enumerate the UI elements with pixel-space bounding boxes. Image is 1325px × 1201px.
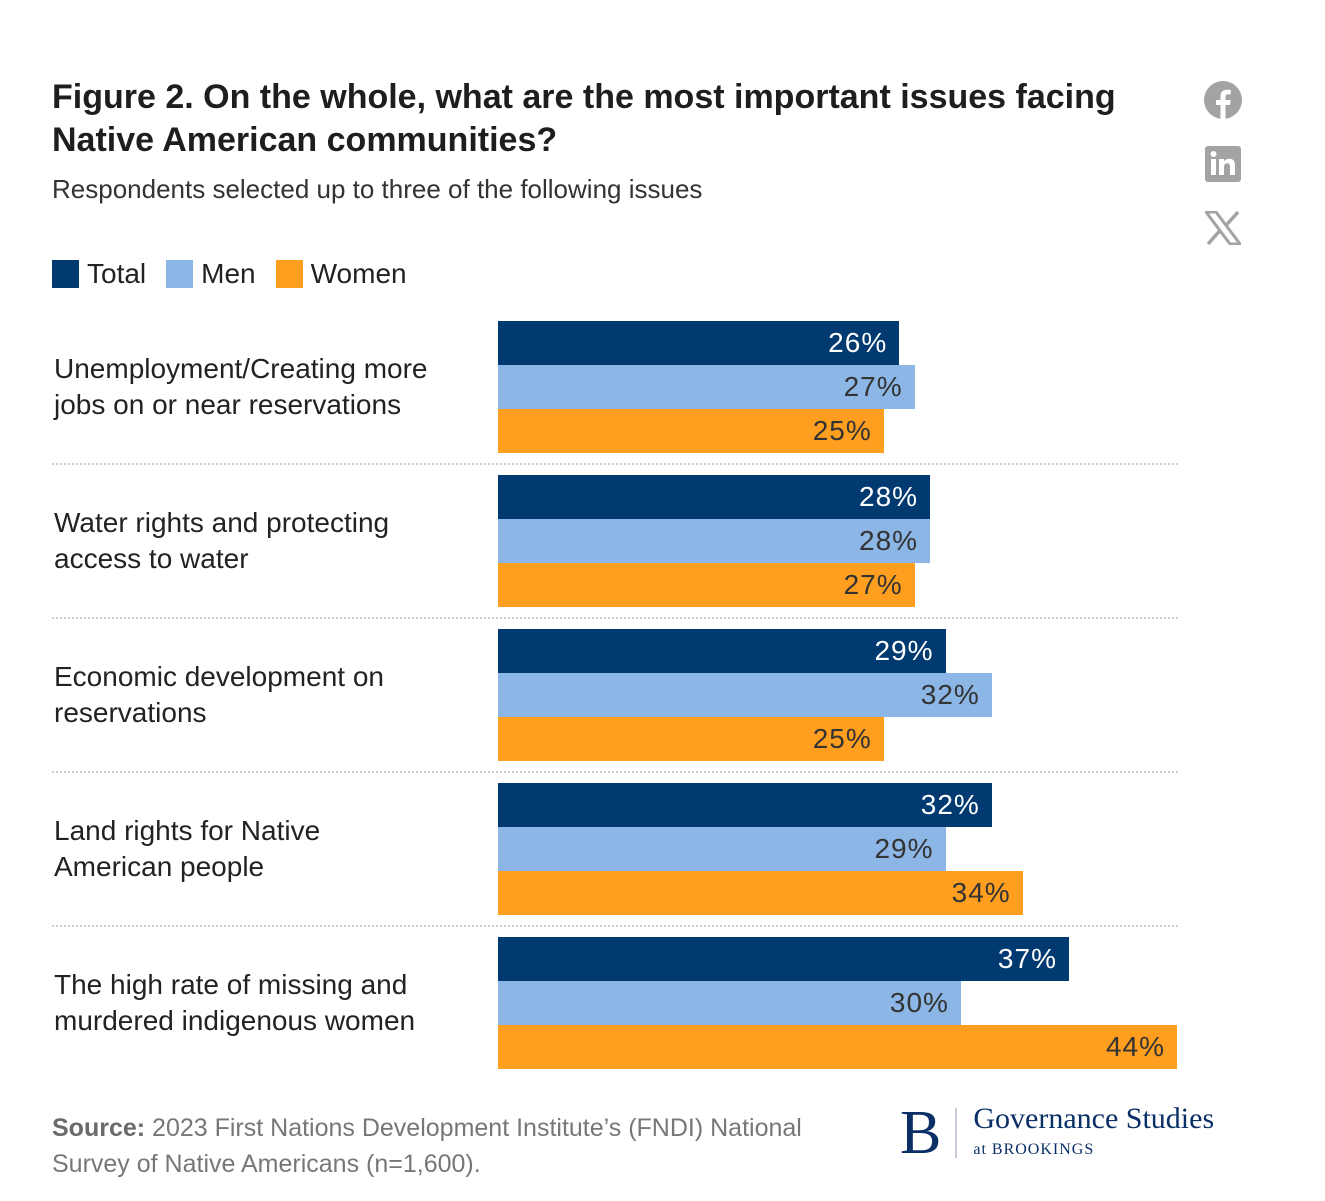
logo-letter: B <box>900 1099 942 1167</box>
source-label: Source: <box>52 1114 146 1142</box>
bar-value-label: 34% <box>951 877 1011 908</box>
bar-value-label: 29% <box>874 833 934 864</box>
bar-men: 28% <box>498 519 931 563</box>
bar-women: 34% <box>498 871 1023 915</box>
legend-swatch-total <box>52 260 79 288</box>
bar-value-label: 28% <box>859 525 919 556</box>
legend-item-women: Women <box>275 258 407 290</box>
bar-value-label: 25% <box>812 723 872 754</box>
category-label-line: Unemployment/Creating more <box>54 353 428 384</box>
linkedin-share-button[interactable] <box>1203 144 1243 184</box>
logo-main-text: Governance Studies <box>973 1102 1215 1135</box>
linkedin-icon <box>1205 146 1241 182</box>
legend-item-men: Men <box>166 258 256 290</box>
brookings-logo: B Governance Studies at BROOKINGS <box>900 1102 1214 1164</box>
chart-legend: Total Men Women <box>52 258 427 290</box>
category-label-line: The high rate of missing and <box>54 969 408 1000</box>
category-label-line: jobs on or near reservations <box>54 389 402 420</box>
bar-value-label: 27% <box>843 569 903 600</box>
bar-value-label: 27% <box>843 371 903 402</box>
category-label-line: Economic development on <box>54 661 384 692</box>
legend-item-total: Total <box>52 258 146 290</box>
bar-value-label: 26% <box>828 327 888 358</box>
logo-divider <box>955 1108 958 1158</box>
facebook-icon <box>1204 81 1242 119</box>
bar-value-label: 29% <box>874 635 934 666</box>
bar-women: 25% <box>498 717 884 761</box>
bar-value-label: 30% <box>889 987 949 1018</box>
category-label: The high rate of missing and murdered ind… <box>54 967 494 1039</box>
bar-men: 29% <box>498 827 946 871</box>
bar-men: 27% <box>498 365 915 409</box>
category-label-line: reservations <box>54 697 207 728</box>
category-label-line: Land rights for Native <box>54 815 321 846</box>
group-divider <box>52 925 1178 927</box>
x-icon <box>1205 211 1241 245</box>
category-label: Land rights for Native American people <box>54 813 494 885</box>
bar-value-label: 32% <box>920 679 980 710</box>
bar-total: 37% <box>498 937 1069 981</box>
legend-label-total: Total <box>87 258 147 289</box>
bar-women: 44% <box>498 1025 1177 1069</box>
bar-total: 29% <box>498 629 946 673</box>
category-label-line: access to water <box>54 543 249 574</box>
bar-value-label: 32% <box>920 789 980 820</box>
facebook-share-button[interactable] <box>1203 80 1243 120</box>
bar-women: 27% <box>498 563 915 607</box>
source-note: Source: 2023 First Nations Development I… <box>52 1110 812 1182</box>
bar-men: 30% <box>498 981 961 1025</box>
group-divider <box>52 771 1178 773</box>
legend-label-men: Men <box>201 258 256 289</box>
group-divider <box>52 617 1178 619</box>
category-label-line: American people <box>54 851 265 882</box>
bar-total: 26% <box>498 321 900 365</box>
bar-total: 28% <box>498 475 931 519</box>
bar-value-label: 28% <box>859 481 919 512</box>
legend-label-women: Women <box>310 258 407 289</box>
bar-total: 32% <box>498 783 992 827</box>
bar-value-label: 44% <box>1105 1031 1165 1062</box>
bar-men: 32% <box>498 673 992 717</box>
group-divider <box>52 463 1178 465</box>
bar-value-label: 25% <box>812 415 872 446</box>
legend-swatch-men <box>166 260 194 288</box>
category-label-line: Water rights and protecting <box>54 507 390 538</box>
chart-title: Figure 2. On the whole, what are the mos… <box>52 78 1116 159</box>
bar-women: 25% <box>498 409 884 453</box>
logo-sub-text: at BROOKINGS <box>973 1141 1095 1158</box>
category-label: Water rights and protecting access to wat… <box>54 505 494 577</box>
category-label: Economic development on reservations <box>54 659 494 731</box>
chart-subtitle: Respondents selected up to three of the … <box>52 174 703 204</box>
category-label-line: murdered indigenous women <box>54 1005 416 1036</box>
legend-swatch-women <box>275 260 303 288</box>
source-text: 2023 First Nations Development Institute… <box>52 1114 802 1178</box>
x-share-button[interactable] <box>1203 208 1243 248</box>
category-label: Unemployment/Creating more jobs on or nea… <box>54 351 494 423</box>
bar-value-label: 37% <box>997 943 1057 974</box>
